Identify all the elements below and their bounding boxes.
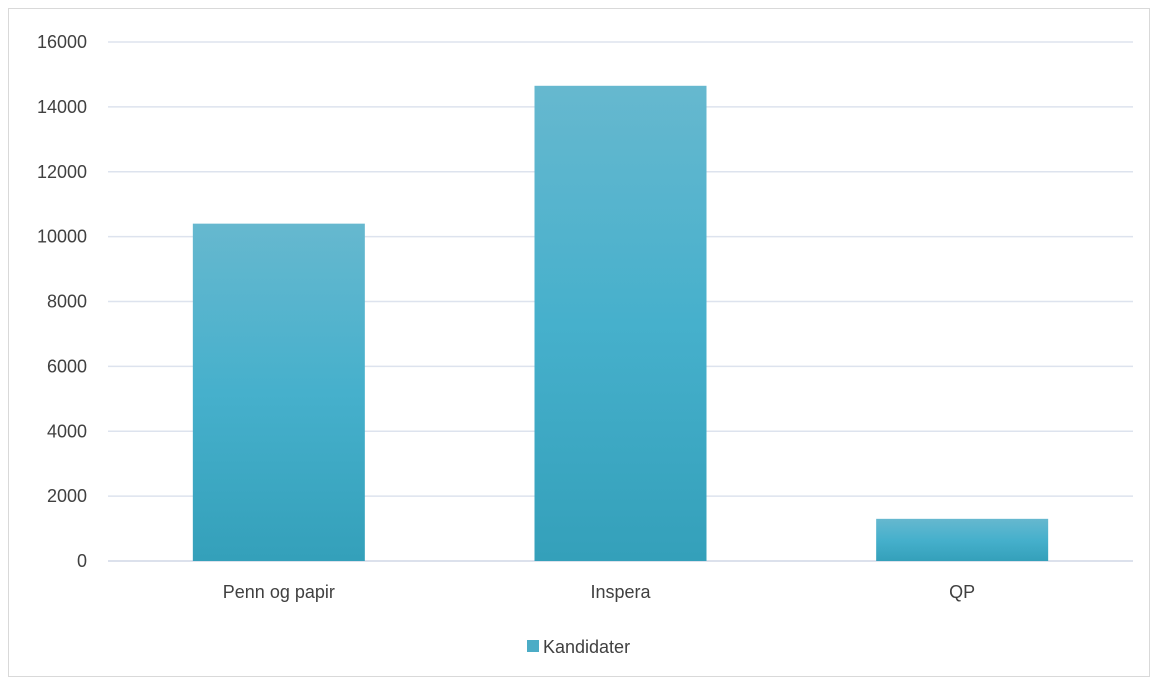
bar-inspera bbox=[534, 85, 707, 562]
y-tick-label: 0 bbox=[77, 551, 87, 571]
bars bbox=[192, 85, 1049, 562]
y-tick-label: 14000 bbox=[37, 97, 87, 117]
legend-swatch bbox=[527, 640, 539, 652]
x-axis-tick-labels: Penn og papir Inspera QP bbox=[223, 582, 975, 602]
bar-penn-og-papir bbox=[192, 223, 365, 561]
y-tick-label: 8000 bbox=[47, 292, 87, 312]
y-tick-label: 4000 bbox=[47, 421, 87, 441]
legend-label: Kandidater bbox=[543, 637, 630, 657]
y-tick-label: 10000 bbox=[37, 227, 87, 247]
y-tick-label: 2000 bbox=[47, 486, 87, 506]
legend: Kandidater bbox=[527, 637, 630, 657]
y-tick-label: 6000 bbox=[47, 356, 87, 376]
x-tick-label: Penn og papir bbox=[223, 582, 335, 602]
bar-qp bbox=[876, 518, 1049, 561]
x-tick-label: QP bbox=[949, 582, 975, 602]
y-tick-label: 16000 bbox=[37, 32, 87, 52]
y-axis-tick-labels: 0 2000 4000 6000 8000 10000 12000 14000 16000 bbox=[37, 32, 87, 571]
x-tick-label: Inspera bbox=[590, 582, 651, 602]
y-tick-label: 12000 bbox=[37, 162, 87, 182]
